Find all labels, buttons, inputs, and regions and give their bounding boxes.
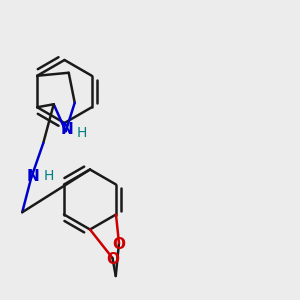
Text: O: O [112,237,125,252]
Text: O: O [106,252,119,267]
Text: H: H [44,169,54,183]
Text: N: N [61,122,74,137]
Text: N: N [26,169,39,184]
Text: H: H [77,126,87,140]
